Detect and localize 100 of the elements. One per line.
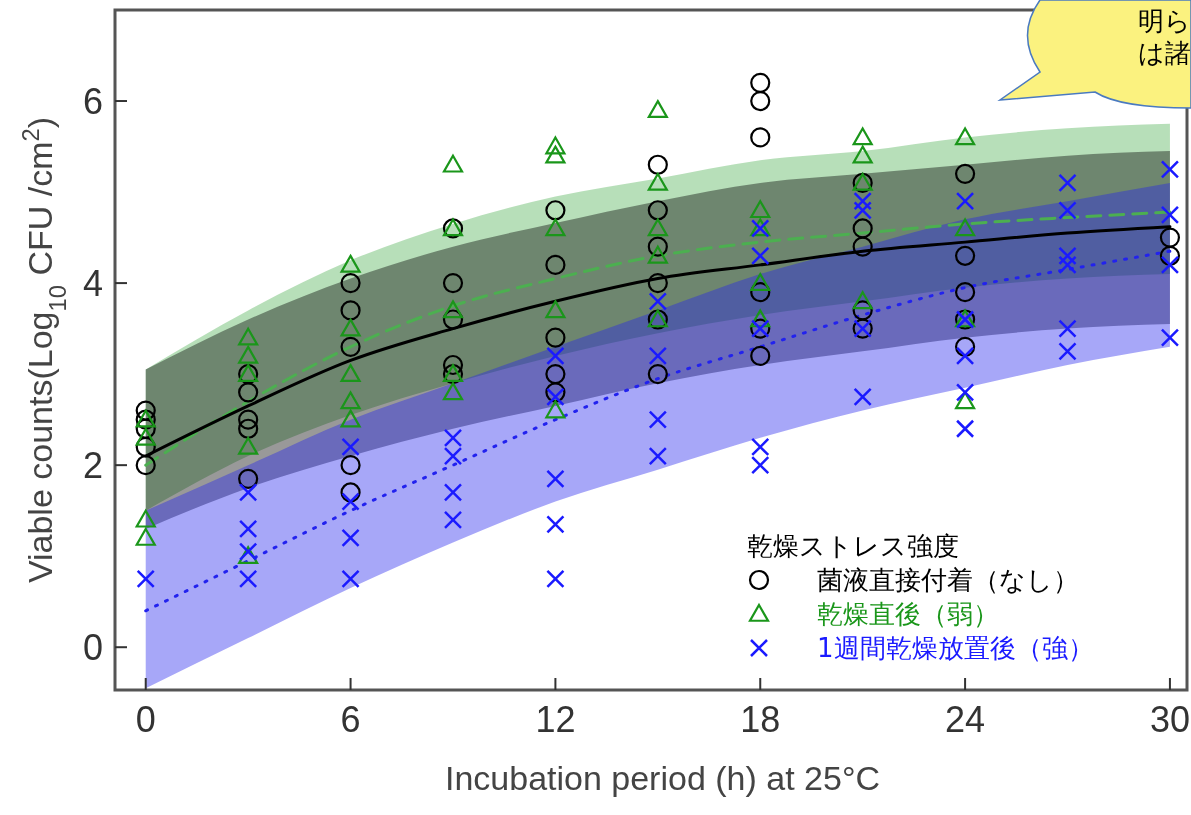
point — [852, 291, 873, 310]
point — [954, 336, 976, 357]
point — [546, 515, 565, 534]
x-tick-label: 30 — [1149, 699, 1190, 740]
point — [647, 172, 668, 191]
point — [238, 483, 258, 502]
point — [1058, 173, 1077, 193]
x-axis-title: Incubation period (h) at 25°C — [444, 759, 881, 797]
point — [442, 154, 464, 173]
point — [443, 428, 463, 448]
point — [135, 400, 156, 421]
point — [647, 218, 668, 237]
point — [545, 218, 566, 237]
point — [238, 436, 259, 455]
point — [1058, 246, 1077, 266]
point — [341, 569, 360, 589]
legend-label: 菌液直接付着（なし） — [817, 565, 1079, 595]
point — [135, 436, 156, 458]
point — [238, 468, 259, 489]
point — [750, 309, 771, 328]
point — [955, 419, 975, 438]
y-tick-label: 6 — [82, 80, 103, 122]
point — [647, 364, 668, 385]
point — [852, 300, 873, 321]
point — [1058, 319, 1077, 338]
point — [545, 364, 566, 385]
legend-label: 1週間乾燥放置後（強） — [817, 633, 1094, 663]
point — [1159, 245, 1181, 266]
point — [341, 528, 360, 548]
point — [340, 364, 361, 382]
point — [442, 354, 464, 376]
x-tick-label: 0 — [135, 699, 156, 740]
point — [1058, 342, 1077, 361]
point — [545, 300, 566, 319]
point — [340, 336, 361, 357]
point — [648, 292, 668, 311]
point — [442, 272, 464, 294]
point — [955, 191, 975, 211]
point — [340, 409, 361, 428]
point — [341, 492, 360, 511]
legend-label: 乾燥直後（弱） — [817, 599, 999, 629]
point — [853, 387, 872, 407]
point — [751, 455, 770, 475]
x-tick-label: 12 — [535, 699, 576, 740]
point — [135, 509, 156, 528]
point — [647, 272, 668, 294]
point — [545, 382, 566, 403]
x-tick-label: 6 — [340, 699, 361, 740]
point — [238, 519, 258, 539]
point — [135, 427, 156, 446]
point — [442, 300, 464, 319]
point — [647, 236, 668, 257]
point — [1160, 160, 1180, 179]
point — [750, 345, 771, 367]
point — [442, 382, 464, 401]
point — [341, 437, 360, 457]
point — [751, 437, 770, 457]
point — [648, 446, 668, 466]
point — [546, 387, 565, 407]
point — [443, 446, 463, 466]
point — [750, 272, 771, 291]
point — [852, 236, 873, 257]
y-tick-label: 2 — [82, 444, 103, 486]
point — [750, 90, 771, 112]
point — [853, 201, 872, 220]
point — [1160, 255, 1180, 275]
point — [1058, 255, 1077, 275]
point — [853, 191, 872, 211]
point — [750, 282, 771, 303]
point — [545, 400, 566, 419]
point — [545, 200, 566, 221]
point — [1058, 201, 1077, 220]
point — [954, 245, 976, 266]
point — [238, 345, 259, 364]
point — [545, 136, 566, 155]
point — [340, 455, 361, 476]
point — [546, 469, 565, 489]
point — [443, 510, 463, 530]
point — [1160, 328, 1180, 347]
point — [648, 410, 668, 429]
point — [340, 482, 361, 503]
annotation: は諸 — [1138, 38, 1191, 68]
point — [852, 218, 873, 239]
point — [340, 300, 361, 321]
x-tick-label: 24 — [945, 699, 986, 740]
point — [751, 246, 770, 266]
point — [546, 346, 565, 366]
point — [750, 72, 771, 93]
point — [647, 154, 668, 175]
point — [238, 542, 258, 561]
point — [135, 527, 156, 546]
y-tick-label: 0 — [82, 626, 103, 668]
point — [954, 218, 976, 237]
point — [238, 569, 258, 589]
point — [340, 272, 361, 294]
point — [340, 254, 361, 273]
point — [238, 418, 259, 439]
point — [954, 282, 976, 303]
point — [545, 254, 566, 275]
y-tick-label: 4 — [82, 262, 103, 304]
